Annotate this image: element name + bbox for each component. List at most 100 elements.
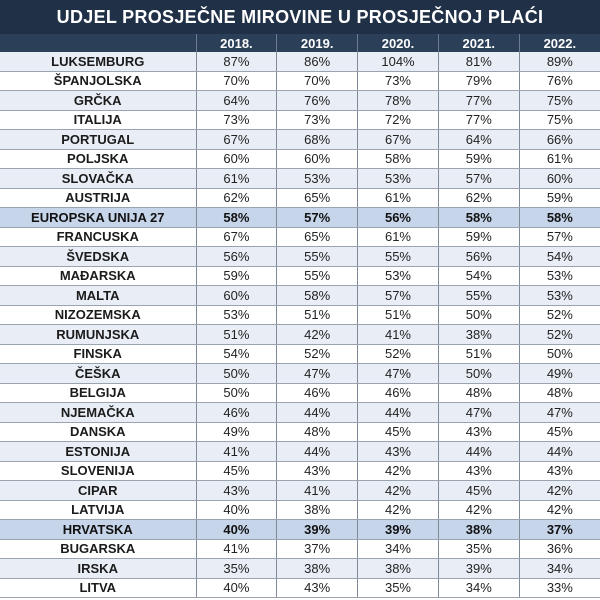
value-cell: 44% <box>438 441 520 462</box>
value-cell: 53% <box>519 266 600 286</box>
country-cell: ESTONIJA <box>0 441 197 462</box>
value-cell: 65% <box>276 188 359 208</box>
value-cell: 42% <box>357 500 439 520</box>
value-cell: 49% <box>519 363 600 384</box>
table-row: ŠVEDSKA 56% 55% 55% 56% 54% <box>0 246 600 267</box>
value-cell: 62% <box>438 188 520 208</box>
value-cell: 47% <box>276 363 359 384</box>
value-cell: 86% <box>276 52 359 72</box>
value-cell: 43% <box>357 441 439 462</box>
value-cell: 59% <box>519 188 600 208</box>
country-cell: DANSKA <box>0 422 197 442</box>
value-cell: 54% <box>519 246 600 267</box>
value-cell: 58% <box>276 285 359 306</box>
chart-title: UDJEL PROSJEČNE MIROVINE U PROSJEČNOJ PL… <box>0 0 600 34</box>
country-cell: CIPAR <box>0 480 197 501</box>
value-cell: 43% <box>196 480 278 501</box>
value-cell: 42% <box>276 324 359 345</box>
value-cell: 67% <box>196 129 278 150</box>
value-cell: 45% <box>438 480 520 501</box>
value-cell: 73% <box>276 110 359 130</box>
value-cell: 38% <box>438 519 520 540</box>
value-cell: 52% <box>357 344 439 364</box>
value-cell: 43% <box>438 461 520 481</box>
value-cell: 34% <box>519 558 600 579</box>
value-cell: 50% <box>196 383 278 403</box>
table-row: MAĐARSKA 59% 55% 53% 54% 53% <box>0 266 600 286</box>
value-cell: 61% <box>357 227 439 247</box>
table-header: 2018. 2019. 2020. 2021. 2022. <box>0 34 600 52</box>
value-cell: 87% <box>196 52 278 72</box>
country-cell: POLJSKA <box>0 149 197 169</box>
value-cell: 50% <box>438 305 520 325</box>
value-cell: 60% <box>519 168 600 189</box>
table-row: SLOVAČKA 61% 53% 53% 57% 60% <box>0 168 600 189</box>
column-header-2020: 2020. <box>357 34 439 52</box>
value-cell: 56% <box>357 207 439 228</box>
country-cell: MAĐARSKA <box>0 266 197 286</box>
value-cell: 34% <box>438 578 520 598</box>
value-cell: 43% <box>519 461 600 481</box>
country-cell: LATVIJA <box>0 500 197 520</box>
table-row: ŠPANJOLSKA 70% 70% 73% 79% 76% <box>0 71 600 91</box>
country-cell: GRČKA <box>0 90 197 111</box>
table-row: NIZOZEMSKA 53% 51% 51% 50% 52% <box>0 305 600 325</box>
value-cell: 45% <box>357 422 439 442</box>
value-cell: 81% <box>438 52 520 72</box>
value-cell: 35% <box>357 578 439 598</box>
country-cell: ČEŠKA <box>0 363 197 384</box>
value-cell: 76% <box>519 71 600 91</box>
column-header-2019: 2019. <box>276 34 359 52</box>
value-cell: 66% <box>519 129 600 150</box>
value-cell: 39% <box>438 558 520 579</box>
country-cell: BELGIJA <box>0 383 197 403</box>
value-cell: 59% <box>196 266 278 286</box>
table-row: HRVATSKA 40% 39% 39% 38% 37% <box>0 519 600 540</box>
value-cell: 55% <box>276 266 359 286</box>
country-cell: ITALIJA <box>0 110 197 130</box>
table-row: BUGARSKA 41% 37% 34% 35% 36% <box>0 539 600 559</box>
value-cell: 46% <box>196 402 278 423</box>
value-cell: 40% <box>196 519 278 540</box>
value-cell: 43% <box>276 461 359 481</box>
value-cell: 48% <box>438 383 520 403</box>
table-row: BELGIJA 50% 46% 46% 48% 48% <box>0 383 600 403</box>
value-cell: 52% <box>519 305 600 325</box>
header-country-cell <box>0 34 197 52</box>
value-cell: 57% <box>357 285 439 306</box>
value-cell: 39% <box>357 519 439 540</box>
table-row: LATVIJA 40% 38% 42% 42% 42% <box>0 500 600 520</box>
value-cell: 60% <box>196 149 278 169</box>
value-cell: 75% <box>519 90 600 111</box>
country-cell: EUROPSKA UNIJA 27 <box>0 207 197 228</box>
country-cell: PORTUGAL <box>0 129 197 150</box>
value-cell: 53% <box>196 305 278 325</box>
value-cell: 51% <box>357 305 439 325</box>
table-row: EUROPSKA UNIJA 27 58% 57% 56% 58% 58% <box>0 207 600 228</box>
country-cell: ŠPANJOLSKA <box>0 71 197 91</box>
country-cell: MALTA <box>0 285 197 306</box>
table-row: SLOVENIJA 45% 43% 42% 43% 43% <box>0 461 600 481</box>
value-cell: 44% <box>357 402 439 423</box>
value-cell: 40% <box>196 500 278 520</box>
table-row: CIPAR 43% 41% 42% 45% 42% <box>0 480 600 501</box>
value-cell: 70% <box>196 71 278 91</box>
value-cell: 38% <box>276 558 359 579</box>
value-cell: 73% <box>196 110 278 130</box>
value-cell: 72% <box>357 110 439 130</box>
table-row: ČEŠKA 50% 47% 47% 50% 49% <box>0 363 600 384</box>
value-cell: 58% <box>438 207 520 228</box>
value-cell: 36% <box>519 539 600 559</box>
country-cell: IRSKA <box>0 558 197 579</box>
value-cell: 58% <box>196 207 278 228</box>
value-cell: 42% <box>438 500 520 520</box>
value-cell: 41% <box>276 480 359 501</box>
value-cell: 55% <box>438 285 520 306</box>
value-cell: 70% <box>276 71 359 91</box>
table-row: GRČKA 64% 76% 78% 77% 75% <box>0 90 600 111</box>
value-cell: 50% <box>196 363 278 384</box>
value-cell: 51% <box>276 305 359 325</box>
value-cell: 44% <box>276 402 359 423</box>
value-cell: 37% <box>519 519 600 540</box>
